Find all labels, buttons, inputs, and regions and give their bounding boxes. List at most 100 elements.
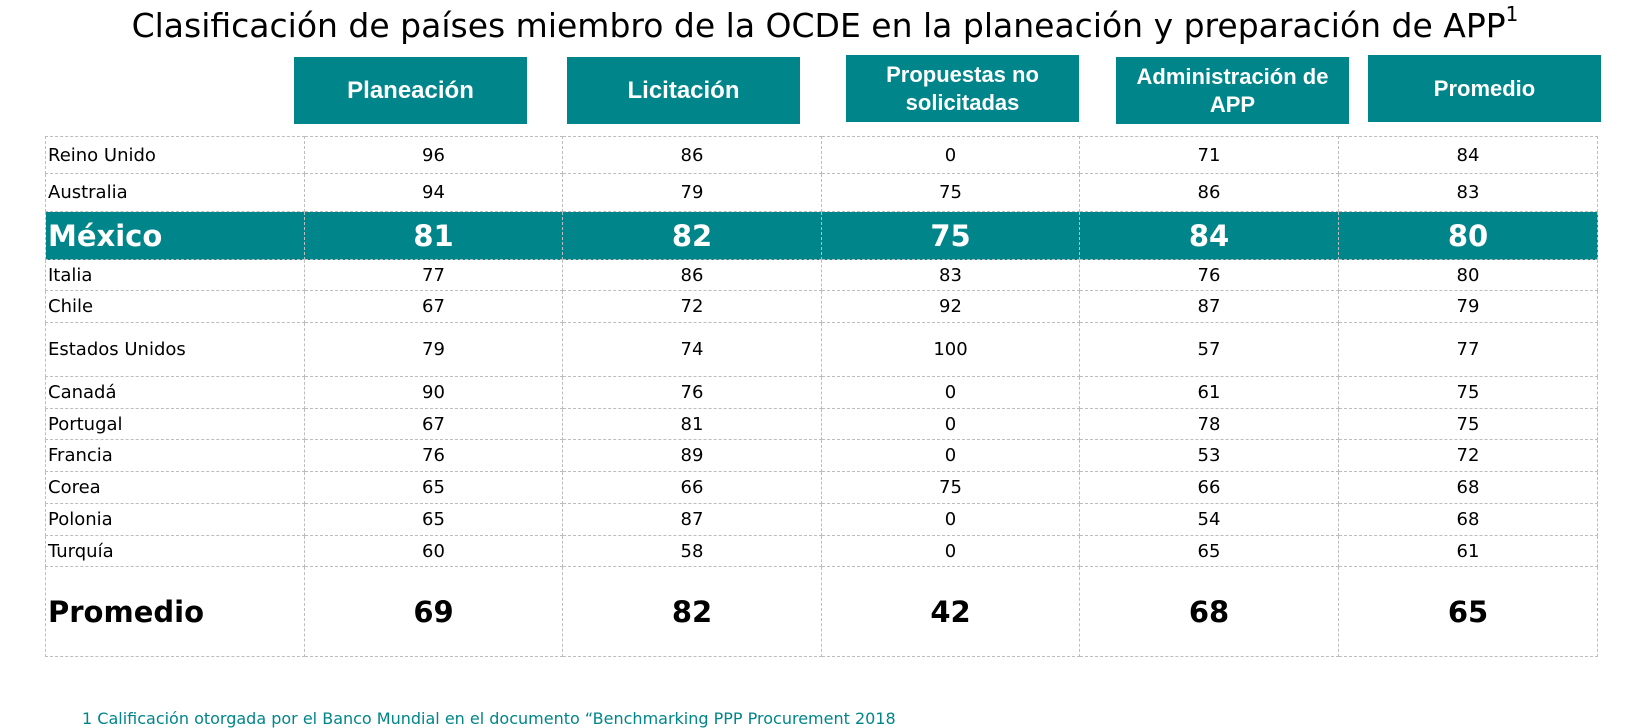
value-cell: 0 [821, 503, 1080, 536]
column-header-label: Licitación [627, 76, 740, 104]
value-cell: 86 [562, 136, 822, 174]
value-cell: 90 [304, 376, 563, 409]
column-header-planeacion: Planeación [294, 57, 527, 124]
table-row-highlighted: México 81 82 75 84 80 [45, 211, 1598, 260]
value-cell: 0 [821, 535, 1080, 567]
title-text: Clasificación de países miembro de la OC… [131, 6, 1506, 45]
column-header-propuestas: Propuestas no solicitadas [846, 55, 1079, 122]
value-cell: 57 [1079, 322, 1339, 377]
table-row: Turquía 60 58 0 65 61 [45, 535, 1598, 567]
country-cell: Portugal [45, 408, 305, 440]
ranking-table: Reino Unido 96 86 0 71 84 Australia 94 79 75 86 83 M… [45, 136, 1598, 657]
country-cell: México [45, 211, 305, 260]
table-row: Polonia 65 87 0 54 68 [45, 503, 1598, 536]
table-row: Corea 65 66 75 66 68 [45, 471, 1598, 504]
value-cell: 82 [562, 211, 822, 260]
value-cell: 94 [304, 173, 563, 212]
average-label-cell: Promedio [45, 566, 305, 657]
value-cell: 81 [304, 211, 563, 260]
country-cell: Estados Unidos [45, 322, 305, 377]
column-header-licitacion: Licitación [567, 57, 800, 124]
average-row: Promedio 69 82 42 68 65 [45, 566, 1598, 657]
table-row: Italia 77 86 83 76 80 [45, 259, 1598, 291]
value-cell: 61 [1079, 376, 1339, 409]
value-cell: 0 [821, 408, 1080, 440]
value-cell: 87 [562, 503, 822, 536]
value-cell: 65 [304, 471, 563, 504]
table-row: Estados Unidos 79 74 100 57 77 [45, 322, 1598, 377]
value-cell: 58 [562, 535, 822, 567]
country-cell: Australia [45, 173, 305, 212]
value-cell: 75 [1338, 408, 1598, 440]
country-cell: Chile [45, 290, 305, 323]
title-footnote-marker: 1 [1505, 2, 1519, 26]
value-cell: 65 [304, 503, 563, 536]
country-cell: Francia [45, 439, 305, 472]
value-cell: 83 [1338, 173, 1598, 212]
country-cell: Canadá [45, 376, 305, 409]
value-cell: 75 [821, 173, 1080, 212]
value-cell: 80 [1338, 211, 1598, 260]
value-cell: 86 [1079, 173, 1339, 212]
value-cell: 86 [562, 259, 822, 291]
value-cell: 66 [1079, 471, 1339, 504]
column-header-label-line1: Administración de [1136, 64, 1329, 89]
page-title: Clasificación de países miembro de la OC… [0, 2, 1650, 45]
value-cell: 75 [821, 211, 1080, 260]
value-cell: 65 [1079, 535, 1339, 567]
value-cell: 66 [562, 471, 822, 504]
value-cell: 76 [304, 439, 563, 472]
value-cell: 72 [562, 290, 822, 323]
country-cell: Corea [45, 471, 305, 504]
value-cell: 92 [821, 290, 1080, 323]
value-cell: 77 [304, 259, 563, 291]
average-value-cell: 69 [304, 566, 563, 657]
column-header-administracion: Administración de APP [1116, 57, 1349, 124]
average-value-cell: 42 [821, 566, 1080, 657]
column-header-label-line1: Propuestas no [886, 62, 1039, 87]
column-header-promedio: Promedio [1368, 55, 1601, 122]
value-cell: 80 [1338, 259, 1598, 291]
average-value-cell: 65 [1338, 566, 1598, 657]
value-cell: 67 [304, 290, 563, 323]
table-row: Chile 67 72 92 87 79 [45, 290, 1598, 323]
country-cell: Polonia [45, 503, 305, 536]
value-cell: 54 [1079, 503, 1339, 536]
value-cell: 79 [1338, 290, 1598, 323]
value-cell: 84 [1338, 136, 1598, 174]
value-cell: 79 [562, 173, 822, 212]
average-value-cell: 82 [562, 566, 822, 657]
country-cell: Reino Unido [45, 136, 305, 174]
value-cell: 84 [1079, 211, 1339, 260]
column-header-label: Promedio [1433, 75, 1536, 101]
table-row: Reino Unido 96 86 0 71 84 [45, 136, 1598, 174]
value-cell: 68 [1338, 471, 1598, 504]
column-header-label-line2: solicitadas [905, 89, 1020, 115]
value-cell: 67 [304, 408, 563, 440]
value-cell: 75 [821, 471, 1080, 504]
value-cell: 79 [304, 322, 563, 377]
value-cell: 96 [304, 136, 563, 174]
table-row: Canadá 90 76 0 61 75 [45, 376, 1598, 409]
value-cell: 53 [1079, 439, 1339, 472]
footnote: 1 Calificación otorgada por el Banco Mun… [82, 709, 896, 728]
table-row: Australia 94 79 75 86 83 [45, 173, 1598, 212]
value-cell: 74 [562, 322, 822, 377]
value-cell: 0 [821, 136, 1080, 174]
country-cell: Turquía [45, 535, 305, 567]
column-header-label-line2: APP [1209, 91, 1256, 117]
value-cell: 61 [1338, 535, 1598, 567]
value-cell: 0 [821, 376, 1080, 409]
value-cell: 78 [1079, 408, 1339, 440]
value-cell: 100 [821, 322, 1080, 377]
table-row: Portugal 67 81 0 78 75 [45, 408, 1598, 440]
value-cell: 76 [1079, 259, 1339, 291]
value-cell: 87 [1079, 290, 1339, 323]
value-cell: 68 [1338, 503, 1598, 536]
country-cell: Italia [45, 259, 305, 291]
value-cell: 71 [1079, 136, 1339, 174]
ranking-table-body: Reino Unido 96 86 0 71 84 Australia 94 79 75 86 83 M… [45, 136, 1598, 657]
value-cell: 76 [562, 376, 822, 409]
average-value-cell: 68 [1079, 566, 1339, 657]
column-header-label: Planeación [347, 76, 474, 104]
